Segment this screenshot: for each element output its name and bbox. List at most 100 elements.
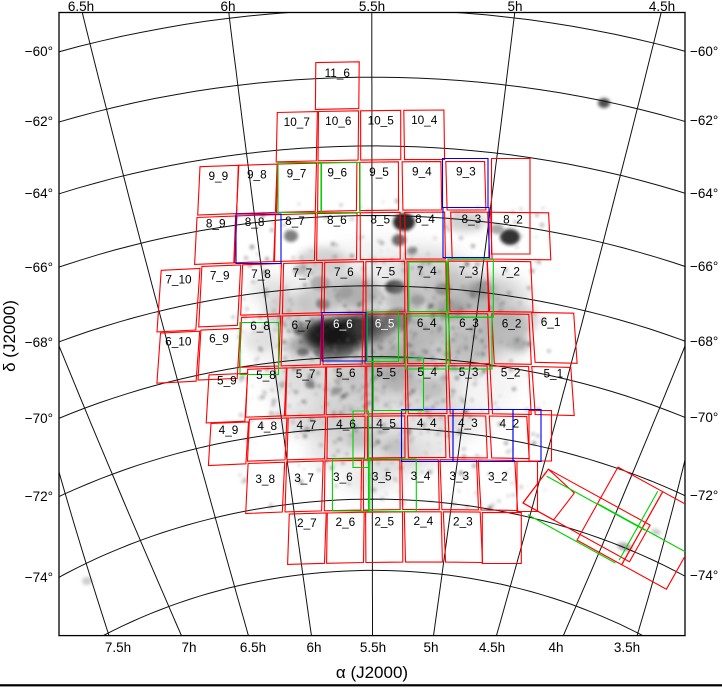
- svg-text:4_4: 4_4: [417, 416, 437, 430]
- svg-text:−68°: −68°: [690, 334, 718, 349]
- svg-text:3_8: 3_8: [255, 472, 275, 486]
- svg-text:5h: 5h: [423, 640, 438, 655]
- svg-text:7_2: 7_2: [500, 264, 520, 278]
- svg-text:9_8: 9_8: [247, 168, 267, 182]
- svg-text:9_6: 9_6: [327, 166, 347, 180]
- svg-text:5_1: 5_1: [543, 366, 563, 380]
- svg-text:9_7: 9_7: [287, 166, 307, 180]
- svg-text:4_6: 4_6: [336, 417, 356, 431]
- svg-text:7h: 7h: [181, 640, 196, 655]
- svg-text:−70°: −70°: [690, 410, 718, 425]
- svg-text:6h: 6h: [306, 640, 321, 655]
- svg-text:8_5: 8_5: [370, 212, 390, 226]
- svg-text:3_6: 3_6: [333, 470, 353, 484]
- svg-text:7_5: 7_5: [375, 264, 395, 278]
- svg-text:6_2: 6_2: [502, 316, 522, 330]
- svg-text:−74°: −74°: [25, 570, 53, 585]
- svg-text:6_5: 6_5: [375, 316, 395, 330]
- svg-text:4.5h: 4.5h: [649, 0, 675, 14]
- svg-text:4h: 4h: [548, 640, 563, 655]
- svg-text:5_8: 5_8: [256, 368, 276, 382]
- svg-text:3.5h: 3.5h: [614, 640, 640, 655]
- svg-text:3_5: 3_5: [372, 469, 392, 483]
- svg-text:7_8: 7_8: [251, 267, 271, 281]
- svg-text:−60°: −60°: [25, 44, 53, 59]
- svg-text:6_9: 6_9: [209, 332, 229, 346]
- svg-text:−72°: −72°: [690, 488, 718, 503]
- svg-text:6.5h: 6.5h: [240, 640, 266, 655]
- svg-text:2_3: 2_3: [453, 514, 473, 528]
- svg-text:−66°: −66°: [690, 259, 718, 274]
- svg-text:7.5h: 7.5h: [105, 640, 131, 655]
- svg-text:8_6: 8_6: [327, 213, 347, 227]
- svg-text:5_5: 5_5: [376, 365, 396, 379]
- svg-text:−62°: −62°: [25, 114, 53, 129]
- svg-text:6.5h: 6.5h: [68, 0, 94, 14]
- svg-text:4_3: 4_3: [458, 416, 478, 430]
- svg-text:11_6: 11_6: [325, 66, 351, 80]
- svg-text:10_5: 10_5: [368, 113, 395, 127]
- svg-text:10_7: 10_7: [284, 115, 310, 129]
- svg-text:9_3: 9_3: [456, 165, 476, 179]
- svg-text:4.5h: 4.5h: [479, 640, 505, 655]
- svg-text:10_6: 10_6: [325, 114, 352, 128]
- svg-text:−74°: −74°: [690, 568, 718, 583]
- svg-text:7_10: 7_10: [165, 272, 192, 286]
- svg-text:−64°: −64°: [25, 186, 53, 201]
- svg-text:8_7: 8_7: [285, 214, 305, 228]
- svg-text:−60°: −60°: [690, 44, 718, 59]
- svg-text:−62°: −62°: [690, 113, 718, 128]
- svg-text:5_3: 5_3: [459, 365, 479, 379]
- svg-text:3_3: 3_3: [449, 469, 469, 483]
- svg-text:6h: 6h: [220, 0, 235, 14]
- svg-text:7_3: 7_3: [459, 264, 479, 278]
- svg-text:6_6: 6_6: [333, 317, 353, 331]
- svg-text:4_5: 4_5: [376, 416, 396, 430]
- svg-text:6_3: 6_3: [459, 316, 479, 330]
- svg-text:7_7: 7_7: [293, 266, 313, 280]
- svg-text:8_3: 8_3: [462, 212, 482, 226]
- svg-text:6_7: 6_7: [291, 318, 311, 332]
- svg-text:7_9: 7_9: [210, 269, 230, 283]
- svg-text:5_7: 5_7: [296, 367, 316, 381]
- svg-text:3_4: 3_4: [411, 469, 431, 483]
- svg-text:4_9: 4_9: [219, 423, 239, 437]
- svg-text:10_4: 10_4: [411, 113, 438, 127]
- svg-text:2_7: 2_7: [297, 516, 317, 530]
- svg-text:3_7: 3_7: [294, 471, 314, 485]
- svg-text:2_6: 2_6: [336, 515, 356, 529]
- svg-text:9_9: 9_9: [208, 169, 228, 183]
- svg-text:−66°: −66°: [25, 260, 53, 275]
- svg-text:5_2: 5_2: [501, 366, 521, 380]
- svg-text:9_4: 9_4: [412, 165, 432, 179]
- svg-text:δ (J2000): δ (J2000): [0, 300, 19, 372]
- svg-text:2_5: 2_5: [374, 514, 394, 528]
- svg-text:−72°: −72°: [25, 489, 53, 504]
- svg-text:4_8: 4_8: [257, 419, 277, 433]
- svg-text:5_9: 5_9: [217, 374, 237, 388]
- svg-text:α (J2000): α (J2000): [336, 663, 408, 682]
- svg-text:−64°: −64°: [690, 186, 718, 201]
- svg-text:7_4: 7_4: [417, 264, 437, 278]
- svg-text:5.5h: 5.5h: [360, 640, 386, 655]
- svg-text:−70°: −70°: [25, 411, 53, 426]
- svg-text:5.5h: 5.5h: [359, 0, 385, 14]
- svg-text:8_4: 8_4: [415, 212, 435, 226]
- svg-text:5_6: 5_6: [336, 366, 356, 380]
- svg-text:8_9: 8_9: [206, 217, 226, 231]
- svg-text:8_8: 8_8: [245, 215, 265, 229]
- svg-text:7_6: 7_6: [334, 265, 354, 279]
- svg-text:6_4: 6_4: [417, 316, 437, 330]
- svg-text:5h: 5h: [507, 0, 522, 14]
- svg-text:6_10: 6_10: [165, 335, 192, 349]
- svg-text:6_8: 6_8: [250, 319, 270, 333]
- svg-text:−68°: −68°: [25, 335, 53, 350]
- svg-text:6_1: 6_1: [541, 315, 561, 329]
- svg-text:5_4: 5_4: [417, 365, 437, 379]
- svg-text:4_7: 4_7: [297, 418, 317, 432]
- svg-text:9_5: 9_5: [369, 165, 389, 179]
- svg-text:8_2: 8_2: [503, 212, 523, 226]
- svg-text:3_2: 3_2: [488, 470, 508, 484]
- svg-text:2_4: 2_4: [414, 514, 434, 528]
- svg-text:4_2: 4_2: [499, 417, 519, 431]
